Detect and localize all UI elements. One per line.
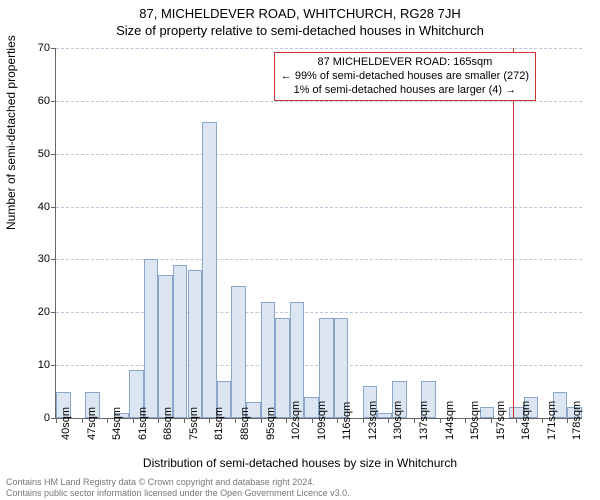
x-tick-mark <box>158 418 159 423</box>
x-tick-mark <box>491 418 492 423</box>
grid-line <box>56 312 582 314</box>
histogram-bar <box>188 270 203 418</box>
x-tick-mark <box>440 418 441 423</box>
x-tick-label: 68sqm <box>162 407 174 440</box>
x-tick-label: 164sqm <box>520 401 532 440</box>
grid-line <box>56 207 582 209</box>
y-tick-mark <box>51 154 56 155</box>
y-axis-label: Number of semi-detached properties <box>4 35 18 230</box>
histogram-bar <box>173 265 188 418</box>
x-tick-label: 144sqm <box>444 401 456 440</box>
x-tick-label: 137sqm <box>418 401 430 440</box>
x-tick-label: 54sqm <box>111 407 123 440</box>
footer-line-1: Contains HM Land Registry data © Crown c… <box>6 477 350 487</box>
property-marker-line <box>513 48 514 418</box>
x-tick-label: 75sqm <box>188 407 200 440</box>
x-tick-mark <box>542 418 543 423</box>
x-tick-mark <box>516 418 517 423</box>
x-tick-mark <box>363 418 364 423</box>
footer-line-2: Contains public sector information licen… <box>6 488 350 498</box>
y-tick-label: 60 <box>26 95 50 107</box>
annotation-box: 87 MICHELDEVER ROAD: 165sqm ← 99% of sem… <box>274 52 536 101</box>
y-tick-mark <box>51 207 56 208</box>
y-tick-label: 0 <box>26 412 50 424</box>
y-tick-mark <box>51 365 56 366</box>
x-tick-mark <box>286 418 287 423</box>
x-tick-label: 116sqm <box>341 402 353 440</box>
x-tick-label: 109sqm <box>316 401 328 440</box>
x-tick-mark <box>107 418 108 423</box>
x-tick-mark <box>133 418 134 423</box>
annotation-line-3: 1% of semi-detached houses are larger (4… <box>281 84 529 98</box>
x-axis-label: Distribution of semi-detached houses by … <box>0 456 600 470</box>
x-tick-mark <box>235 418 236 423</box>
grid-line <box>56 154 582 156</box>
x-tick-label: 123sqm <box>367 401 379 440</box>
x-tick-mark <box>82 418 83 423</box>
x-tick-label: 81sqm <box>213 407 225 440</box>
y-tick-label: 40 <box>26 201 50 213</box>
histogram-bar <box>231 286 246 418</box>
y-tick-label: 50 <box>26 148 50 160</box>
histogram-bar <box>275 318 290 418</box>
x-tick-mark <box>567 418 568 423</box>
x-tick-label: 171sqm <box>546 401 558 440</box>
x-tick-label: 88sqm <box>239 407 251 440</box>
histogram-bar <box>144 259 159 418</box>
x-tick-label: 157sqm <box>495 401 507 440</box>
y-tick-mark <box>51 312 56 313</box>
histogram-bar <box>202 122 217 418</box>
x-tick-label: 47sqm <box>86 407 98 440</box>
page-title-2: Size of property relative to semi-detach… <box>0 21 600 38</box>
histogram-bar <box>261 302 276 418</box>
y-tick-label: 20 <box>26 306 50 318</box>
y-tick-label: 10 <box>26 359 50 371</box>
annotation-line-1: 87 MICHELDEVER ROAD: 165sqm <box>281 56 529 70</box>
histogram-bar <box>377 413 392 418</box>
x-tick-label: 178sqm <box>571 401 583 440</box>
x-tick-mark <box>337 418 338 423</box>
x-tick-mark <box>209 418 210 423</box>
y-tick-label: 30 <box>26 253 50 265</box>
y-tick-mark <box>51 101 56 102</box>
x-tick-mark <box>261 418 262 423</box>
y-tick-mark <box>51 48 56 49</box>
histogram-bar <box>158 275 173 418</box>
histogram-chart: 01020304050607040sqm47sqm54sqm61sqm68sqm… <box>55 48 582 419</box>
x-tick-label: 150sqm <box>469 401 481 440</box>
histogram-bar <box>480 407 495 418</box>
x-tick-mark <box>312 418 313 423</box>
x-tick-mark <box>184 418 185 423</box>
y-tick-mark <box>51 259 56 260</box>
footer-attribution: Contains HM Land Registry data © Crown c… <box>6 477 350 498</box>
x-tick-mark <box>465 418 466 423</box>
grid-line <box>56 259 582 261</box>
x-tick-label: 130sqm <box>392 401 404 440</box>
x-tick-mark <box>414 418 415 423</box>
page-title-1: 87, MICHELDEVER ROAD, WHITCHURCH, RG28 7… <box>0 0 600 21</box>
annotation-line-2: ← 99% of semi-detached houses are smalle… <box>281 70 529 84</box>
grid-line <box>56 48 582 50</box>
x-tick-label: 102sqm <box>290 401 302 440</box>
x-tick-label: 95sqm <box>265 407 277 440</box>
x-tick-mark <box>56 418 57 423</box>
y-tick-label: 70 <box>26 42 50 54</box>
x-tick-label: 40sqm <box>60 407 72 440</box>
x-tick-mark <box>388 418 389 423</box>
x-tick-label: 61sqm <box>137 407 149 440</box>
